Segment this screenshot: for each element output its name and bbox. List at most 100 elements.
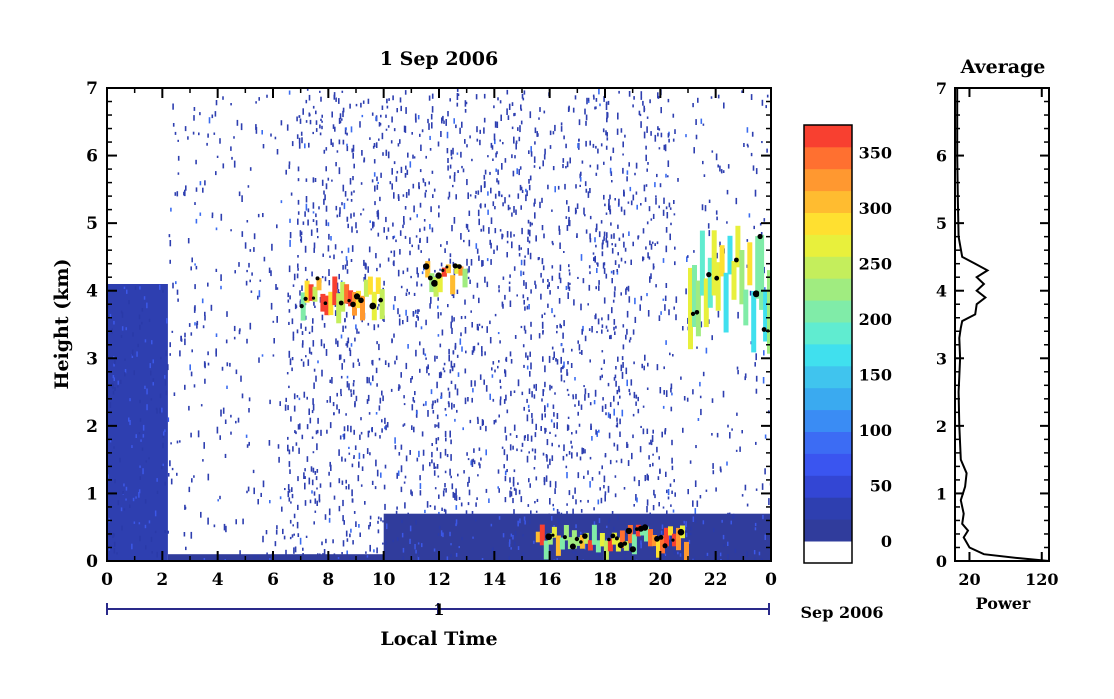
heatmap-speckle: [419, 490, 422, 496]
heatmap-speckle: [331, 377, 333, 384]
layer-speckle: [662, 530, 665, 536]
heatmap-speckle: [444, 483, 446, 488]
heatmap-speckle: [429, 224, 431, 230]
heatmap-speckle: [392, 236, 394, 240]
heatmap-speckle: [310, 351, 313, 355]
heatmap-speckle: [215, 100, 218, 106]
heatmap-speckle: [699, 395, 702, 399]
heatmap-speckle: [207, 282, 209, 287]
heatmap-speckle: [696, 500, 699, 507]
heatmap-speckle: [405, 107, 407, 114]
heatmap-speckle: [744, 376, 746, 381]
heatmap-speckle: [449, 98, 451, 102]
heatmap-speckle: [648, 442, 651, 445]
heatmap-speckle: [534, 432, 537, 438]
heatmap-speckle: [715, 210, 718, 215]
heatmap-speckle: [476, 138, 479, 142]
layer-speckle: [129, 398, 131, 402]
heatmap-speckle: [750, 152, 753, 157]
heatmap-speckle: [188, 486, 191, 493]
heatmap-speckle: [526, 455, 529, 463]
colorbar-swatch: [804, 212, 852, 235]
heatmap-speckle: [260, 492, 262, 497]
heatmap-speckle: [255, 101, 257, 104]
heatmap-speckle: [454, 418, 456, 422]
heatmap-speckle: [601, 374, 603, 378]
cloud-cell: [441, 267, 447, 277]
heatmap-speckle: [376, 306, 379, 310]
colorbar-swatch: [804, 497, 852, 520]
heatmap-speckle: [436, 414, 439, 420]
heatmap-speckle: [553, 314, 556, 318]
heatmap-speckle: [359, 434, 361, 440]
heatmap-speckle: [649, 240, 651, 246]
heatmap-speckle: [643, 184, 646, 192]
heatmap-speckle: [336, 392, 338, 397]
cloud-cell: [348, 290, 354, 307]
layer-speckle: [131, 354, 134, 358]
heatmap-speckle: [395, 355, 398, 361]
layer-speckle: [120, 335, 123, 338]
cloud-edge: [752, 290, 760, 298]
layer-speckle: [162, 442, 164, 449]
heatmap-speckle: [635, 401, 637, 406]
layer-speckle: [160, 356, 162, 360]
heatmap-speckle: [513, 206, 515, 213]
heatmap-speckle: [341, 250, 343, 254]
heatmap-speckle: [531, 448, 534, 452]
heatmap-speckle: [257, 213, 260, 218]
heatmap-speckle: [279, 401, 281, 406]
heatmap-speckle: [350, 425, 352, 433]
heatmap-speckle: [606, 132, 608, 137]
layer-speckle: [152, 382, 154, 386]
heatmap-speckle: [606, 117, 608, 123]
layer-speckle: [598, 518, 601, 524]
heatmap-speckle: [437, 312, 440, 319]
heatmap-speckle: [598, 231, 601, 238]
layer-speckle: [517, 546, 520, 550]
heatmap-speckle: [345, 127, 347, 131]
heatmap-speckle: [562, 332, 564, 339]
heatmap-speckle: [409, 237, 411, 244]
heatmap-speckle: [521, 391, 524, 396]
heatmap-speckle: [424, 182, 427, 187]
heatmap-speckle: [579, 456, 582, 461]
heatmap-speckle: [623, 241, 625, 248]
heatmap-speckle: [369, 382, 372, 386]
layer-speckle: [109, 438, 112, 443]
heatmap-speckle: [563, 444, 565, 452]
heatmap-speckle: [548, 282, 550, 287]
heatmap-speckle: [746, 127, 749, 133]
heatmap-speckle: [652, 263, 655, 270]
layer-speckle: [141, 308, 144, 312]
heatmap-speckle: [556, 509, 559, 515]
layer-speckle: [613, 526, 615, 531]
heatmap-speckle: [394, 437, 396, 444]
heatmap-speckle: [513, 390, 516, 393]
heatmap-speckle: [637, 235, 639, 240]
y-tick-label: 6: [86, 147, 98, 167]
heatmap-speckle: [494, 121, 497, 128]
heatmap-speckle: [711, 150, 714, 153]
heatmap-speckle: [440, 392, 443, 399]
heatmap-speckle: [614, 243, 617, 247]
layer-speckle: [668, 535, 671, 540]
heatmap-speckle: [611, 248, 614, 254]
heatmap-speckle: [238, 262, 240, 267]
heatmap-speckle: [349, 349, 352, 357]
heatmap-speckle: [356, 328, 358, 334]
heatmap-speckle: [450, 149, 453, 156]
heatmap-speckle: [584, 108, 586, 115]
heatmap-speckle: [402, 270, 405, 275]
heatmap-speckle: [584, 335, 587, 342]
heatmap-speckle: [529, 371, 531, 377]
heatmap-speckle: [527, 504, 530, 507]
heatmap-speckle: [404, 173, 407, 178]
heatmap-speckle: [352, 362, 355, 368]
layer-speckle: [253, 554, 255, 560]
cloud-cell: [304, 280, 310, 303]
heatmap-speckle: [546, 455, 548, 462]
heatmap-speckle: [530, 435, 533, 442]
heatmap-speckle: [479, 129, 481, 134]
heatmap-speckle: [499, 385, 502, 389]
